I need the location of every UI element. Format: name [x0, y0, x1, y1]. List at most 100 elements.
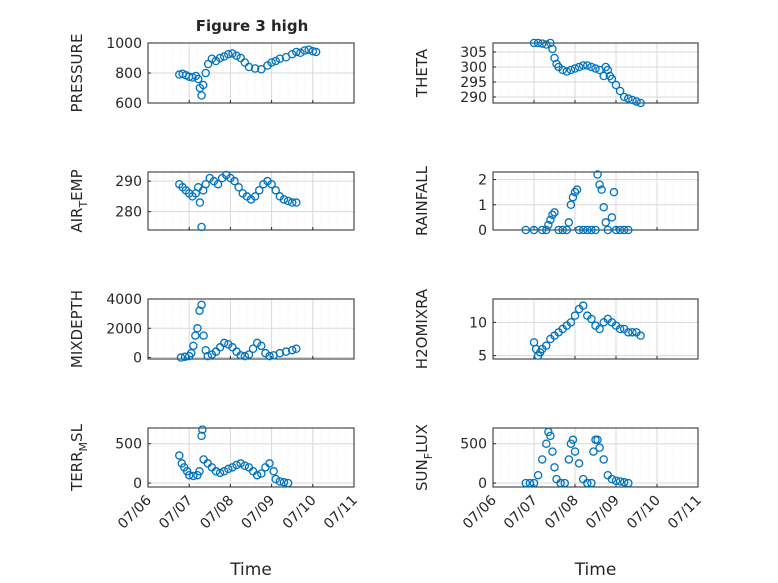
- data-point: [176, 353, 186, 362]
- data-point: [624, 225, 633, 235]
- axes-box: [147, 298, 355, 360]
- data-point: [240, 351, 250, 361]
- y-axis-label: TERRMSL: [68, 423, 90, 492]
- data-point: [542, 439, 551, 448]
- data-point: [234, 183, 243, 192]
- y-tick-label: 500: [460, 437, 487, 453]
- data-point: [279, 478, 289, 487]
- y-tick-label: 290: [115, 174, 142, 190]
- data-point: [570, 64, 580, 73]
- data-point: [281, 347, 291, 356]
- data-point: [521, 225, 531, 235]
- data-point: [287, 198, 297, 207]
- data-point: [593, 435, 602, 445]
- data-point: [591, 64, 600, 73]
- axes-box: [492, 42, 699, 104]
- data-point: [283, 478, 293, 488]
- data-point: [254, 186, 264, 195]
- data-point: [198, 425, 207, 434]
- data-point: [265, 351, 274, 361]
- subplot-terr-msl: 0 500 07/06 07/07 07/08 07/09 07/10 07/11 TERRMS…: [68, 423, 361, 580]
- data-point: [533, 470, 543, 480]
- data-point: [574, 62, 584, 72]
- data-point: [201, 68, 210, 78]
- data-point: [250, 64, 260, 73]
- y-tick-label: 5: [478, 349, 487, 365]
- data-point: [628, 328, 637, 337]
- data-point: [570, 447, 580, 456]
- data-point: [574, 459, 584, 468]
- data-point: [257, 65, 266, 74]
- y-tick-label: 305: [460, 45, 487, 61]
- axes-box: [492, 171, 699, 231]
- data-point: [537, 39, 547, 48]
- y-tick-label: 290: [460, 90, 487, 106]
- data-point: [587, 314, 596, 324]
- data-point: [213, 179, 223, 189]
- data-point: [599, 203, 608, 212]
- data-point: [607, 474, 617, 484]
- data-point: [271, 186, 280, 195]
- data-point: [564, 218, 574, 227]
- y-tick-label: 10: [469, 315, 487, 331]
- data-point: [550, 463, 559, 472]
- data-point: [546, 431, 555, 441]
- data-point: [624, 94, 633, 103]
- data-point: [599, 455, 608, 464]
- data-point: [607, 74, 617, 84]
- data-point: [587, 62, 596, 72]
- data-point: [236, 459, 245, 468]
- data-point: [542, 225, 551, 235]
- data-point: [615, 324, 625, 334]
- data-point: [542, 341, 551, 350]
- y-axis-label: AIRTEMP: [68, 169, 90, 232]
- data-point: [601, 218, 611, 227]
- subplot-sun-flux: 0 500 07/06 07/07 07/08 07/09 07/10 07/11 SUNFLU…: [413, 424, 705, 580]
- data-point: [611, 80, 621, 90]
- data-point: [279, 195, 289, 204]
- y-axis-label: THETA: [413, 48, 431, 98]
- data-point: [587, 225, 596, 235]
- data-point: [287, 345, 297, 355]
- data-point: [244, 350, 254, 359]
- data-point: [197, 431, 206, 441]
- data-point: [267, 58, 276, 67]
- data-point: [548, 210, 557, 220]
- data-point: [215, 53, 225, 63]
- x-tick-label: 07/11: [665, 493, 705, 533]
- data-point: [537, 225, 547, 235]
- data-point: [228, 463, 237, 472]
- data-point: [248, 344, 258, 354]
- data-point: [283, 196, 293, 206]
- data-point: [197, 300, 206, 310]
- data-point: [199, 331, 208, 340]
- y-tick-label: 0: [133, 351, 142, 367]
- axes-box: [147, 171, 355, 231]
- data-point: [591, 225, 600, 235]
- data-point: [542, 40, 551, 49]
- data-point: [267, 179, 276, 189]
- y-tick-label: 0: [478, 476, 487, 492]
- data-point: [230, 176, 239, 186]
- data-point: [587, 478, 596, 488]
- data-point: [603, 225, 613, 235]
- data-point: [271, 56, 280, 66]
- data-point: [578, 301, 588, 310]
- data-point: [636, 98, 645, 108]
- data-point: [624, 478, 633, 488]
- data-point: [615, 225, 625, 235]
- axes-box: [492, 427, 699, 488]
- data-point: [240, 58, 250, 67]
- x-axis-label: Time: [229, 560, 272, 580]
- data-point: [265, 459, 274, 468]
- data-point: [219, 338, 229, 348]
- y-tick-label: 2: [478, 173, 487, 189]
- y-tick-label: 0: [133, 476, 142, 492]
- y-axis-label: RAINFALL: [413, 165, 431, 236]
- data-point: [257, 341, 266, 351]
- figure-title: Figure 3 high: [196, 17, 309, 35]
- data-point: [548, 447, 557, 456]
- data-point: [597, 185, 606, 194]
- y-tick-label: 600: [115, 96, 142, 112]
- x-tick-label: 07/07: [156, 493, 196, 533]
